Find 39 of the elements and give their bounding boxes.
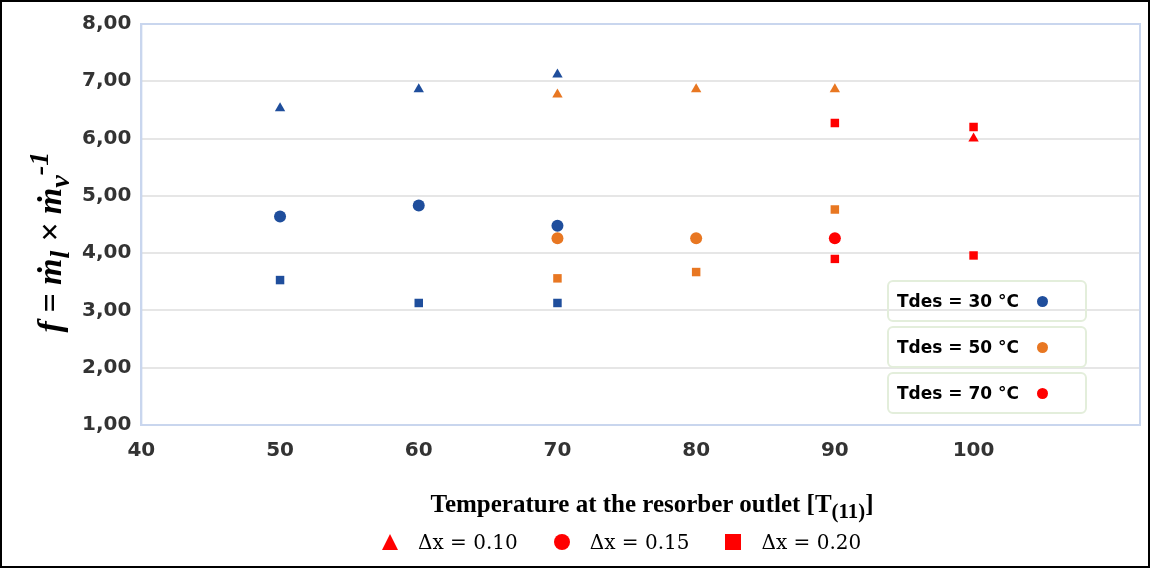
y-tick-label: 7,00 [81,67,132,92]
point [551,219,564,232]
y-tick-label: 5,00 [81,182,132,207]
x-tick-label: 50 [266,437,294,462]
legend-label: Tdes = 50 °C [897,337,1021,357]
x-tick-label: 90 [820,437,849,462]
point [829,83,841,93]
text: Δx = 0.20 [761,530,862,554]
y-tick-label: 6,00 [81,124,132,149]
x-tick-label: 80 [682,437,711,462]
x-tick-label: 40 [127,437,156,462]
point [969,251,978,260]
y-tick-label: 3,00 [81,296,132,321]
point [828,232,841,245]
point [551,232,564,245]
point [968,132,979,142]
point [274,210,287,223]
point [830,205,840,214]
point [552,68,563,78]
y-tick-label: 2,00 [81,353,132,378]
point [690,83,702,93]
point [690,232,703,245]
y-tick-label: 4,00 [81,239,132,264]
y-tick-label: 1,00 [81,411,132,436]
text: Δx = 0.15 [589,530,690,554]
legend-label: Tdes = 70 °C [897,383,1021,403]
legend-label: Tdes = 30 °C [897,291,1021,311]
x-axis-title: Temperature at the resorber outlet [T$_{(11)}$] [429,490,875,524]
point [969,122,978,132]
point [553,298,562,308]
y-tick-label: 8,00 [81,10,132,35]
x-tick-label: 60 [404,437,433,462]
point [413,83,424,93]
x-tick-label: 100 [952,437,995,462]
point [412,199,425,212]
text: Δx = 0.10 [418,530,518,554]
point [553,274,562,283]
x-tick-label: 70 [543,437,572,462]
point [274,102,286,112]
